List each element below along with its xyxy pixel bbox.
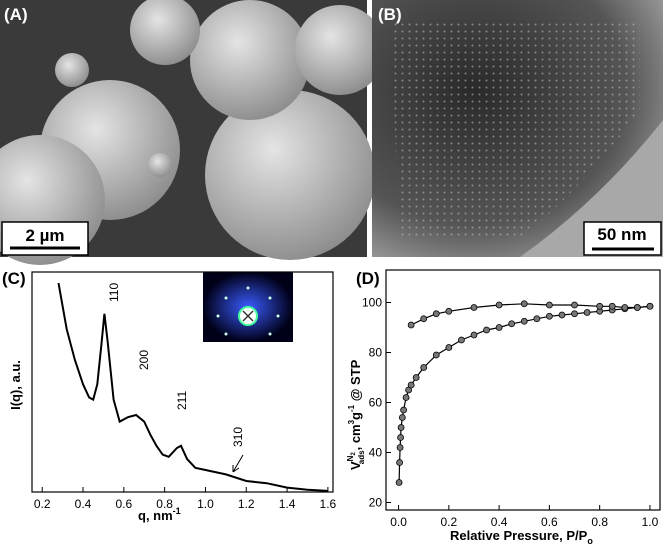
x-tick-label: 0.2 (34, 497, 51, 511)
plot-frame (385, 269, 661, 511)
panel-label: (A) (4, 5, 28, 24)
panel-label: (B) (378, 5, 402, 24)
data-line (398, 305, 650, 483)
data-line (57, 282, 328, 492)
data-point (397, 434, 404, 441)
x-tick-label: 1.0 (642, 515, 659, 529)
arrow (232, 454, 244, 473)
y-axis-label: I(q), a.u. (8, 360, 23, 410)
x-tick-label: 0.2 (441, 515, 458, 529)
data-point (508, 320, 516, 328)
data-point (420, 315, 428, 323)
data-point (432, 310, 440, 318)
data-point (495, 301, 503, 309)
data-point (407, 381, 415, 389)
scale-bar-label: 2 µm (25, 226, 64, 245)
peak-label: 110 (107, 283, 121, 302)
x-tick-label: 0.8 (156, 497, 173, 511)
data-point (395, 479, 403, 486)
x-tick-label: 0.4 (75, 497, 92, 511)
data-point (621, 304, 629, 311)
plot-frame (31, 271, 334, 493)
data-point (545, 312, 553, 320)
data-point (445, 307, 453, 315)
x-tick-label: 0.6 (541, 515, 558, 529)
x-tick-label: 1.0 (197, 497, 214, 511)
scale-bar-label: 50 nm (597, 225, 646, 244)
data-point (420, 364, 428, 371)
y-tick-label: 100 (362, 296, 382, 310)
data-point (470, 331, 478, 339)
x-tick-label: 1.2 (238, 497, 255, 511)
data-point (571, 310, 578, 318)
panel-label: (D) (356, 269, 380, 288)
data-point (483, 326, 490, 334)
data-point (396, 444, 404, 451)
data-point (458, 336, 465, 344)
data-point (583, 309, 591, 316)
data-point (396, 459, 403, 466)
data-point (495, 324, 503, 331)
y-tick-label: 60 (369, 396, 383, 410)
data-point (407, 321, 415, 329)
data-point (445, 344, 453, 351)
data-point (520, 300, 528, 308)
y-tick-label: 40 (369, 446, 383, 460)
peak-label: 310 (231, 427, 245, 447)
diffraction-inset (203, 272, 293, 342)
data-point (608, 302, 616, 310)
peak-label: 200 (137, 350, 151, 370)
y-tick-label: 20 (369, 496, 383, 510)
x-tick-label: 0.8 (591, 515, 608, 529)
sem-image: (A) 2 µm (0, 0, 385, 265)
data-point (397, 424, 405, 431)
data-point (400, 406, 407, 414)
data-point (646, 302, 654, 310)
x-axis-label: Relative Pressure, P/Po (450, 528, 593, 546)
panel-label: (C) (2, 269, 26, 288)
x-tick-label: 1.4 (279, 497, 296, 511)
data-point (432, 351, 440, 359)
data-point (398, 414, 406, 421)
data-point (402, 394, 410, 401)
data-point (545, 301, 553, 309)
x-tick-label: 0.4 (491, 515, 508, 529)
data-point (533, 315, 541, 323)
x-tick-label: 0.6 (115, 497, 132, 511)
x-tick-label: 1.6 (320, 497, 337, 511)
tem-image: (B) 50 nm (372, 0, 663, 257)
data-point (571, 301, 578, 309)
y-tick-label: 80 (369, 346, 383, 360)
y-axis-label: VN2ads, cm3g-1 @ STP (346, 359, 366, 470)
peak-label: 211 (175, 391, 189, 410)
data-point (520, 317, 528, 325)
data-point (558, 311, 566, 319)
data-point (633, 304, 641, 311)
data-point (470, 304, 478, 311)
x-tick-label: 0.0 (390, 515, 407, 529)
data-point (412, 374, 420, 381)
data-point (596, 302, 604, 310)
x-axis-label: q, nm-1 (138, 506, 181, 523)
